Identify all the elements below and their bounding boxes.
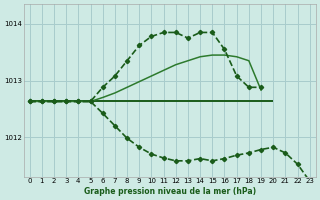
X-axis label: Graphe pression niveau de la mer (hPa): Graphe pression niveau de la mer (hPa) xyxy=(84,187,256,196)
